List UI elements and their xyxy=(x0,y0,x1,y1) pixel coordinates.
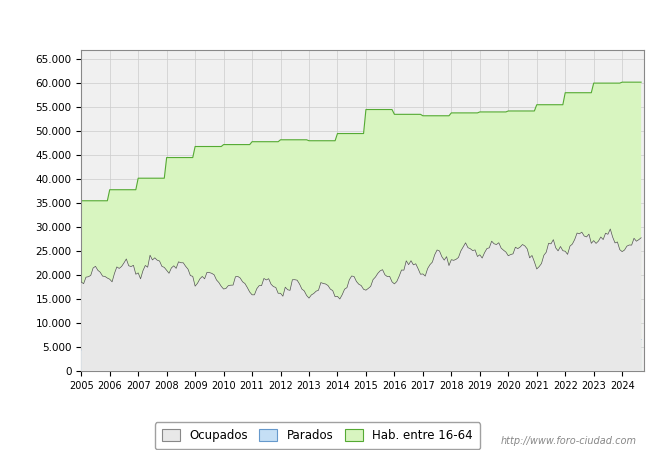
Text: Mijas - Evolucion de la poblacion en edad de Trabajar Septiembre de 2024: Mijas - Evolucion de la poblacion en eda… xyxy=(47,17,603,30)
Text: http://www.foro-ciudad.com: http://www.foro-ciudad.com xyxy=(501,436,637,446)
Legend: Ocupados, Parados, Hab. entre 16-64: Ocupados, Parados, Hab. entre 16-64 xyxy=(155,422,480,450)
